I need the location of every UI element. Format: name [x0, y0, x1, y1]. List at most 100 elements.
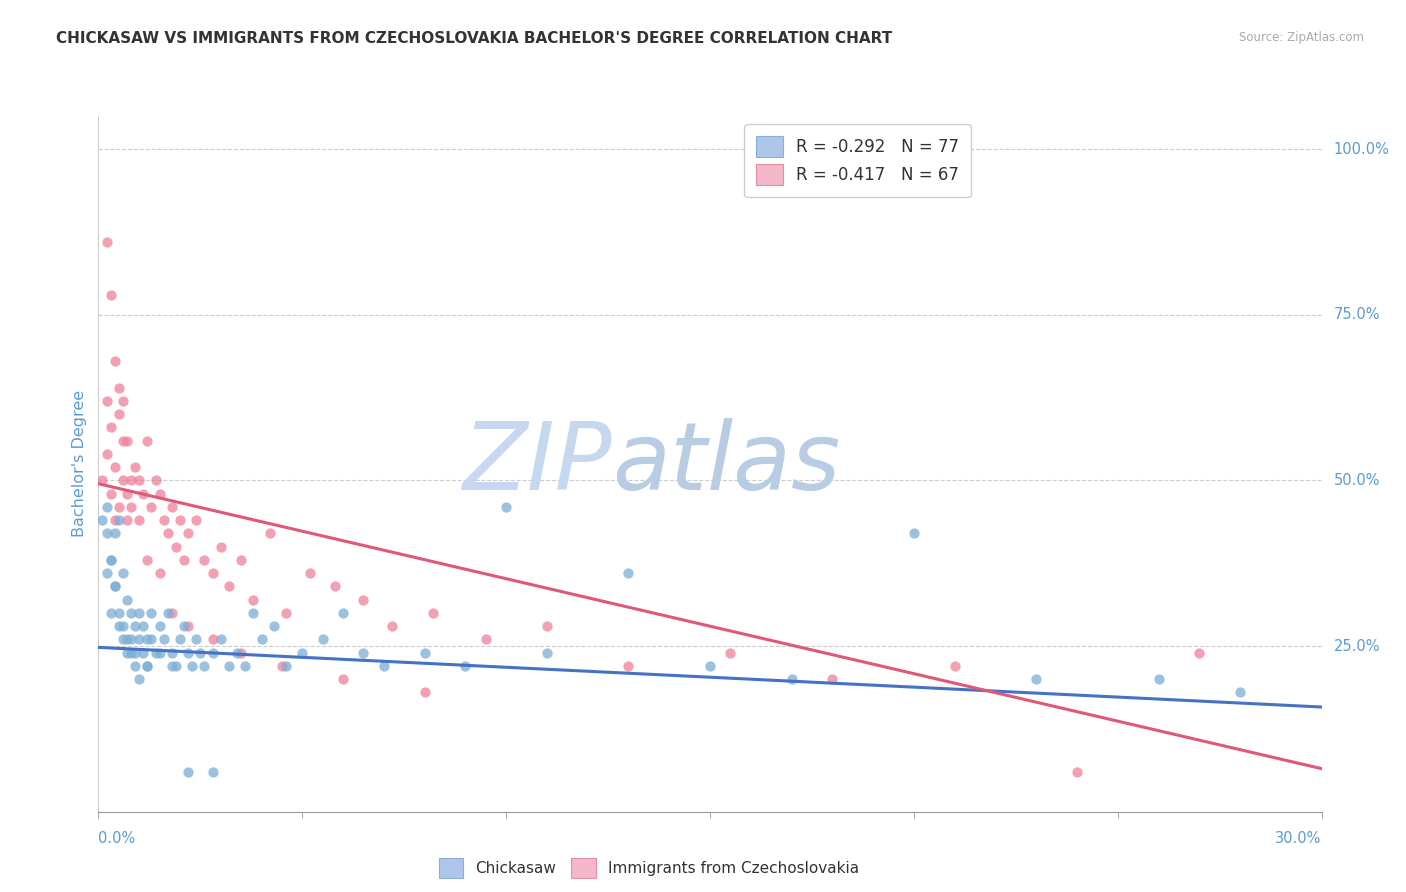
Point	[193, 659, 215, 673]
Point	[1229, 685, 1251, 699]
Point	[160, 659, 183, 673]
Point	[160, 606, 183, 620]
Point	[177, 646, 200, 660]
Text: ZIP: ZIP	[463, 418, 612, 509]
Point	[381, 619, 404, 633]
Point	[100, 288, 122, 302]
Point	[699, 659, 721, 673]
Text: 75.0%: 75.0%	[1334, 307, 1381, 322]
Point	[136, 659, 159, 673]
Point	[136, 659, 159, 673]
Point	[136, 553, 159, 567]
Point	[454, 659, 477, 673]
Point	[104, 579, 127, 593]
Point	[201, 764, 224, 779]
Point	[115, 486, 138, 500]
Point	[156, 606, 179, 620]
Point	[104, 513, 127, 527]
Point	[323, 579, 346, 593]
Point	[111, 632, 134, 647]
Point	[312, 632, 335, 647]
Point	[111, 393, 134, 408]
Point	[96, 500, 118, 514]
Point	[152, 513, 174, 527]
Point	[201, 566, 224, 581]
Point	[156, 526, 179, 541]
Point	[115, 646, 138, 660]
Point	[120, 606, 142, 620]
Point	[136, 632, 159, 647]
Point	[120, 646, 142, 660]
Point	[422, 606, 444, 620]
Point	[332, 606, 354, 620]
Point	[250, 632, 273, 647]
Point	[169, 513, 191, 527]
Point	[413, 685, 436, 699]
Point	[104, 526, 127, 541]
Point	[165, 659, 187, 673]
Y-axis label: Bachelor's Degree: Bachelor's Degree	[72, 391, 87, 537]
Point	[903, 526, 925, 541]
Point	[160, 500, 183, 514]
Point	[124, 460, 146, 475]
Point	[259, 526, 281, 541]
Point	[96, 526, 118, 541]
Point	[132, 486, 155, 500]
Point	[274, 606, 297, 620]
Point	[128, 474, 150, 488]
Text: 0.0%: 0.0%	[98, 831, 135, 846]
Point	[145, 474, 167, 488]
Point	[124, 659, 146, 673]
Text: Source: ZipAtlas.com: Source: ZipAtlas.com	[1239, 31, 1364, 45]
Point	[111, 474, 134, 488]
Point	[226, 646, 249, 660]
Point	[495, 500, 517, 514]
Point	[413, 646, 436, 660]
Point	[132, 619, 155, 633]
Point	[108, 619, 131, 633]
Point	[115, 513, 138, 527]
Point	[173, 619, 195, 633]
Point	[141, 500, 163, 514]
Point	[718, 646, 742, 660]
Point	[100, 553, 122, 567]
Point	[209, 540, 232, 554]
Point	[536, 619, 558, 633]
Point	[120, 500, 142, 514]
Point	[100, 486, 122, 500]
Point	[173, 553, 195, 567]
Point	[780, 672, 803, 686]
Point	[115, 434, 138, 448]
Point	[100, 553, 122, 567]
Point	[1188, 646, 1211, 660]
Point	[201, 632, 224, 647]
Point	[231, 553, 253, 567]
Text: 100.0%: 100.0%	[1334, 142, 1389, 157]
Point	[373, 659, 395, 673]
Point	[111, 566, 134, 581]
Point	[96, 235, 118, 249]
Point	[201, 646, 224, 660]
Point	[145, 646, 167, 660]
Point	[120, 632, 142, 647]
Point	[91, 513, 114, 527]
Point	[299, 566, 322, 581]
Point	[186, 513, 208, 527]
Point	[177, 764, 200, 779]
Point	[169, 632, 191, 647]
Point	[332, 672, 354, 686]
Point	[821, 672, 844, 686]
Point	[165, 540, 187, 554]
Point	[263, 619, 285, 633]
Point	[617, 566, 640, 581]
Point	[96, 447, 118, 461]
Point	[136, 434, 159, 448]
Point	[141, 632, 163, 647]
Point	[352, 646, 374, 660]
Point	[104, 354, 127, 368]
Point	[115, 592, 138, 607]
Point	[96, 566, 118, 581]
Point	[270, 659, 294, 673]
Point	[104, 460, 127, 475]
Legend: Chickasaw, Immigrants from Czechoslovakia: Chickasaw, Immigrants from Czechoslovaki…	[433, 852, 865, 884]
